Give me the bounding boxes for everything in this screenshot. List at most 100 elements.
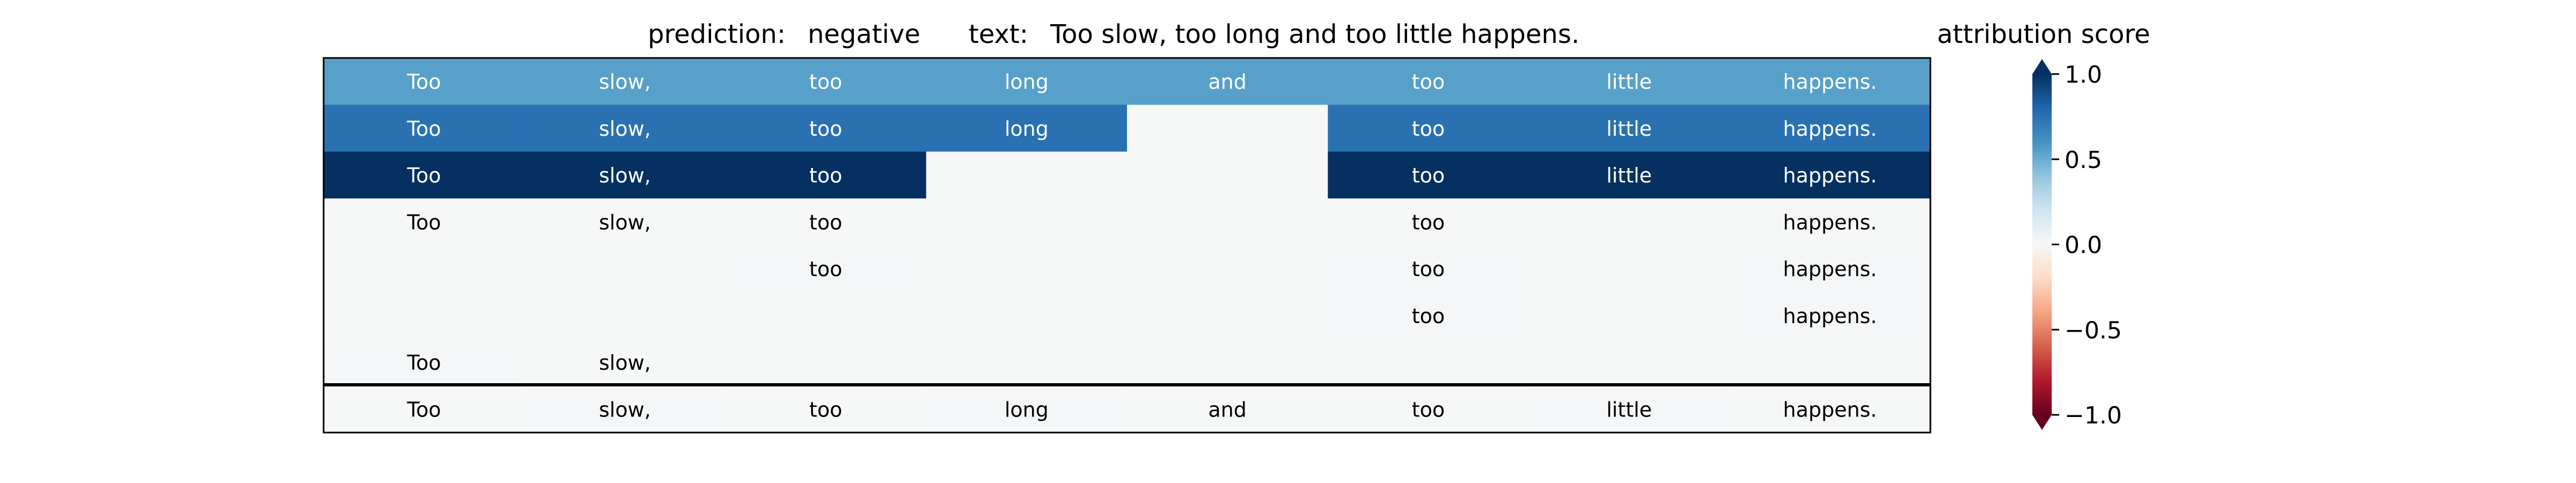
heatmap-cell bbox=[524, 198, 726, 246]
colorbar-max-extension bbox=[2032, 59, 2052, 74]
token-label: little bbox=[1606, 117, 1652, 141]
heatmap-cell bbox=[524, 339, 726, 386]
heatmap-cell bbox=[1528, 339, 1730, 386]
heatmap-cell bbox=[1328, 245, 1529, 292]
heatmap-cell bbox=[725, 292, 927, 339]
reference-cell bbox=[1328, 385, 1529, 433]
token-label: little bbox=[1606, 70, 1652, 94]
heatmap-cell bbox=[324, 58, 525, 105]
colorbar-tick-label: 0.5 bbox=[2065, 147, 2102, 174]
token-label: slow, bbox=[599, 164, 651, 187]
token-label: slow, bbox=[599, 210, 651, 234]
heatmap-cell bbox=[324, 198, 525, 246]
heatmap-cell bbox=[1528, 245, 1730, 292]
heatmap-cell bbox=[725, 339, 927, 386]
heatmap-cell bbox=[725, 58, 927, 105]
title-text-label: text: bbox=[969, 19, 1028, 49]
heatmap-cells bbox=[324, 58, 1931, 433]
heatmap-frame bbox=[323, 57, 1931, 434]
token-label: happens. bbox=[1783, 304, 1877, 328]
heatmap-cell bbox=[1127, 58, 1328, 105]
heatmap-cell bbox=[926, 105, 1128, 152]
reference-cell bbox=[524, 385, 726, 433]
heatmap-cell bbox=[1328, 339, 1529, 386]
colorbar-tick-label: −1.0 bbox=[2065, 402, 2122, 429]
token-label: too bbox=[809, 117, 842, 141]
heatmap-cell bbox=[1729, 105, 1931, 152]
colorbar-tick-label: 1.0 bbox=[2065, 61, 2102, 89]
reference-token-label: happens. bbox=[1783, 398, 1877, 421]
token-label: Too bbox=[406, 117, 441, 141]
heatmap-cell bbox=[926, 151, 1128, 199]
token-label: too bbox=[809, 164, 842, 187]
heatmap-cell bbox=[1328, 292, 1529, 339]
reference-cell bbox=[1528, 385, 1730, 433]
token-label: too bbox=[1412, 164, 1445, 187]
heatmap-cell bbox=[1528, 105, 1730, 152]
reference-cell bbox=[1127, 385, 1328, 433]
token-label: long bbox=[1005, 70, 1049, 94]
heatmap-cell bbox=[524, 58, 726, 105]
token-label: Too bbox=[406, 70, 441, 94]
heatmap-cell bbox=[1127, 339, 1328, 386]
token-label: slow, bbox=[599, 351, 651, 375]
heatmap-cell bbox=[1127, 151, 1328, 199]
heatmap-cell bbox=[1528, 58, 1730, 105]
heatmap-cell bbox=[1127, 198, 1328, 246]
reference-cell bbox=[926, 385, 1128, 433]
chart-title: prediction: negative text: Too slow, too… bbox=[648, 19, 1579, 49]
token-label: happens. bbox=[1783, 117, 1877, 141]
token-label: long bbox=[1005, 117, 1049, 141]
heatmap-cell-labels: Too slow, too long and too little happens. Too sl… bbox=[406, 70, 1877, 422]
token-label: Too bbox=[406, 164, 441, 187]
token-label: too bbox=[1412, 70, 1445, 94]
heatmap-cell bbox=[725, 198, 927, 246]
colorbar-min-extension bbox=[2032, 415, 2052, 430]
colorbar-ticks: 1.0 0.5 0.0 −0.5 −1.0 bbox=[2052, 61, 2122, 429]
token-label: Too bbox=[406, 210, 441, 234]
heatmap-cell bbox=[1729, 151, 1931, 199]
token-label: too bbox=[1412, 210, 1445, 234]
colorbar-tick-label: −0.5 bbox=[2065, 317, 2122, 344]
heatmap-cell bbox=[1127, 105, 1328, 152]
heatmap-cell bbox=[926, 292, 1128, 339]
title-prediction-label: prediction: bbox=[648, 19, 786, 49]
token-label: happens. bbox=[1783, 164, 1877, 187]
heatmap-cell bbox=[324, 245, 525, 292]
token-label: too bbox=[809, 70, 842, 94]
token-label: too bbox=[809, 258, 842, 281]
heatmap-cell bbox=[725, 245, 927, 292]
heatmap-cell bbox=[324, 151, 525, 199]
heatmap-cell bbox=[324, 339, 525, 386]
token-label: too bbox=[1412, 117, 1445, 141]
heatmap-cell bbox=[524, 245, 726, 292]
title-prediction-value: negative bbox=[808, 19, 920, 49]
reference-cell bbox=[725, 385, 927, 433]
reference-token-label: little bbox=[1606, 398, 1652, 421]
heatmap-cell bbox=[725, 151, 927, 199]
token-label: slow, bbox=[599, 117, 651, 141]
heatmap-cell bbox=[324, 292, 525, 339]
reference-cell bbox=[1729, 385, 1931, 433]
token-label: happens. bbox=[1783, 210, 1877, 234]
heatmap-cell bbox=[926, 58, 1128, 105]
heatmap-cell bbox=[1528, 292, 1730, 339]
heatmap-cell bbox=[1729, 339, 1931, 386]
heatmap-cell bbox=[1328, 105, 1529, 152]
token-label: little bbox=[1606, 164, 1652, 187]
heatmap-cell bbox=[1729, 58, 1931, 105]
heatmap-cell bbox=[1328, 198, 1529, 246]
heatmap-cell bbox=[926, 339, 1128, 386]
heatmap-cell bbox=[926, 245, 1128, 292]
reference-token-label: Too bbox=[406, 398, 441, 421]
heatmap-cell bbox=[1528, 151, 1730, 199]
colorbar-label: attribution score bbox=[1937, 19, 2150, 49]
token-label: happens. bbox=[1783, 70, 1877, 94]
heatmap-cell bbox=[324, 105, 525, 152]
heatmap-cell bbox=[1328, 151, 1529, 199]
token-label: happens. bbox=[1783, 258, 1877, 281]
reference-token-label: long bbox=[1005, 398, 1049, 421]
heatmap-cell bbox=[1729, 198, 1931, 246]
reference-token-label: too bbox=[809, 398, 842, 421]
